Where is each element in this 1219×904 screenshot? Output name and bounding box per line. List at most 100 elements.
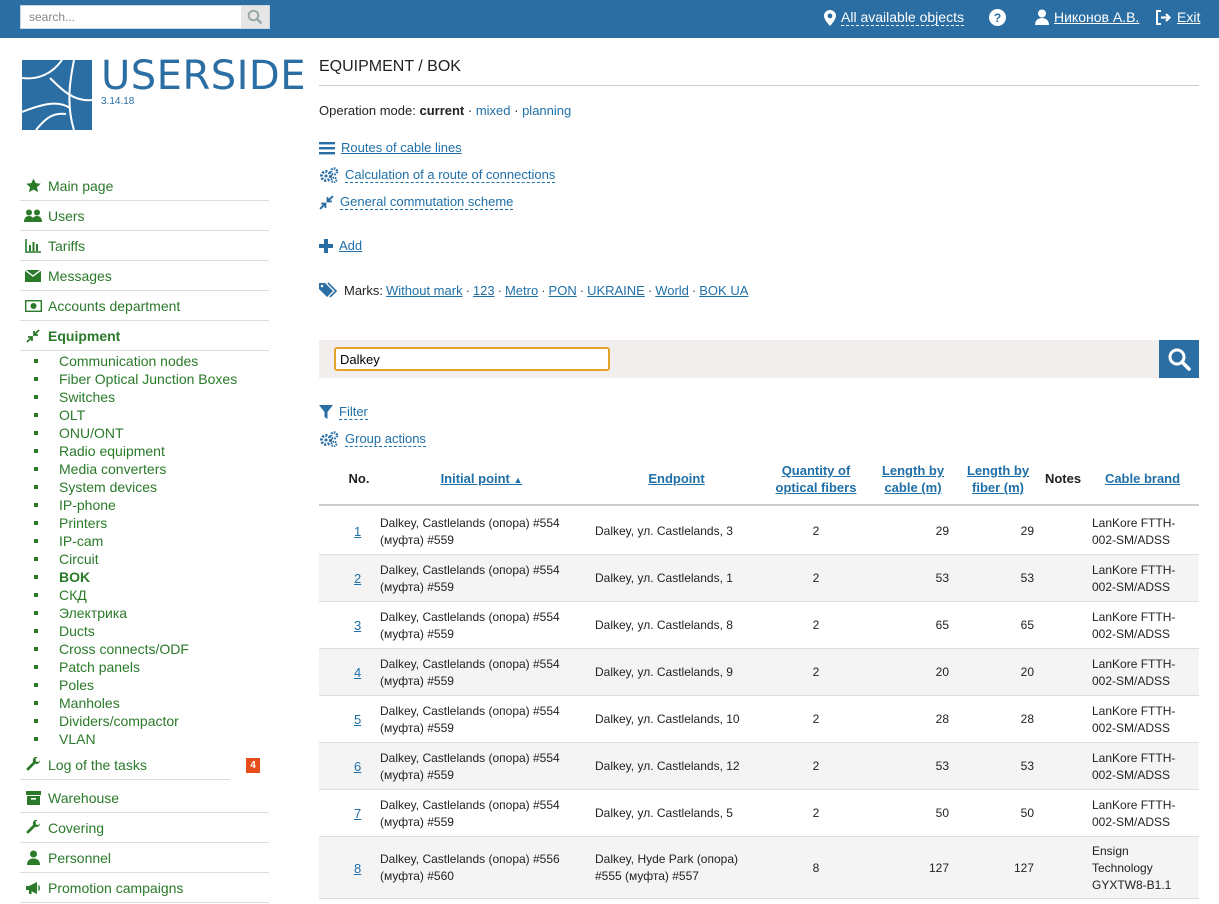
global-search-button[interactable] [241,6,269,28]
sidebar-subitem[interactable]: Электрика [34,604,127,622]
row-number-link[interactable]: 4 [354,665,362,680]
col-initial-point[interactable]: Initial point ▲ [419,470,544,489]
bullet-icon [34,521,38,525]
search-input[interactable] [334,347,610,371]
mark-123[interactable]: 123 [472,282,495,298]
sidebar-item-equipment[interactable]: Equipment [20,321,269,351]
commutation-scheme-link[interactable]: General commutation scheme [319,194,514,210]
row-number-link[interactable]: 2 [354,571,362,586]
compress-arrows-icon [26,328,40,343]
page-title: EQUIPMENT / BOK [319,58,461,75]
sidebar-item-users[interactable]: Users [20,201,269,231]
endpoint: Dalkey, ул. Castlelands, 12 [595,759,740,773]
bullet-icon [34,683,38,687]
sidebar-item-tariffs[interactable]: Tariffs [20,231,269,261]
exit-link[interactable]: Exit [1155,9,1200,25]
sidebar-subitem[interactable]: Media converters [34,460,166,478]
col-cable-brand[interactable]: Cable brand [1104,471,1181,486]
mark-world[interactable]: World [655,282,689,298]
col-length-fiber[interactable]: Length by fiber (m) [966,463,1030,495]
global-search-input[interactable] [21,6,243,28]
row-number-link[interactable]: 8 [354,860,362,876]
row-number-link[interactable]: 1 [354,524,362,539]
sidebar-item-main-page[interactable]: Main page [20,171,269,201]
optical-fibers: 2 [812,665,820,679]
add-link[interactable]: Add [319,238,362,253]
opmode-planning-link[interactable]: planning [522,103,572,118]
objects-link[interactable]: All available objects [824,9,964,26]
sidebar-subitem[interactable]: IP-phone [34,496,116,514]
sidebar-item-covering[interactable]: Covering [20,813,269,843]
length-fiber: 50 [1020,806,1034,820]
mark-pon[interactable]: PON [548,282,577,298]
sidebar-subitem[interactable]: Ducts [34,622,95,640]
sidebar-item-personnel[interactable]: Personnel [20,843,269,873]
col-length-cable[interactable]: Length by cable (m) [881,463,945,495]
group-actions-link[interactable]: Group actions [319,431,426,447]
sidebar-subitem[interactable]: Communication nodes [34,352,198,370]
subitem-label: Printers [59,515,108,531]
brand-version: 3.14.18 [101,96,135,107]
subitem-label: Электрика [59,605,128,621]
user-link[interactable]: Никонов А.В. [1035,9,1139,25]
sidebar-subitem[interactable]: IP-cam [34,532,103,550]
sidebar-subitem[interactable]: Manholes [34,694,120,712]
routes-link[interactable]: Routes of cable lines [319,140,462,155]
mark-ukraine[interactable]: UKRAINE [587,282,645,298]
sidebar-subitem[interactable]: СКД [34,586,87,604]
commutation-scheme-label: General commutation scheme [340,194,514,210]
sidebar-subitem[interactable]: Circuit [34,550,99,568]
initial-point: Dalkey, Castlelands (опора) #554 (муфта)… [380,797,560,829]
mark-metro[interactable]: Metro [504,282,539,298]
mark-without-mark[interactable]: Without mark [386,282,463,298]
help-button[interactable]: ? [989,9,1006,26]
bullet-icon [34,467,38,471]
marks-filter: Marks: Without mark · 123 · Metro · PON · UK… [319,282,748,298]
sidebar-item-tasks-log[interactable]: Log of the tasks [20,750,230,780]
question-circle-icon: ? [989,9,1006,26]
sidebar-subitem[interactable]: VLAN [34,730,96,748]
sidebar-subitem[interactable]: Patch panels [34,658,140,676]
opmode-mixed-link[interactable]: mixed [475,103,511,118]
filter-link[interactable]: Filter [319,404,368,420]
length-fiber: 53 [1020,759,1034,773]
sidebar-subitem[interactable]: OLT [34,406,85,424]
search-button[interactable] [1159,340,1199,378]
sidebar-subitem[interactable]: Dividers/compactor [34,712,179,730]
table-row: 4 Dalkey, Castlelands (опора) #554 (муфта… [319,649,1199,696]
row-number-link[interactable]: 5 [354,712,362,727]
mark-bok-ua[interactable]: BOK UA [699,282,749,298]
subitem-label: Poles [59,677,95,693]
sidebar-subitem[interactable]: Radio equipment [34,442,165,460]
row-number-link[interactable]: 7 [354,806,362,821]
row-number-link[interactable]: 3 [354,618,362,633]
sidebar-item-warehouse[interactable]: Warehouse [20,783,269,813]
optical-fibers: 2 [812,571,820,585]
sidebar-subitem[interactable]: Fiber Optical Junction Boxes [34,370,237,388]
col-endpoint[interactable]: Endpoint [648,471,705,486]
endpoint: Dalkey, ул. Castlelands, 1 [595,571,733,585]
sidebar-subitem[interactable]: System devices [34,478,157,496]
sidebar-subitem[interactable]: Switches [34,388,115,406]
bullet-icon [34,377,38,381]
global-search [20,5,270,29]
sidebar-subitem[interactable]: Poles [34,676,94,694]
sort-asc-icon: ▲ [513,475,523,485]
length-cable: 50 [935,806,949,820]
sidebar-item-messages[interactable]: Messages [20,261,269,291]
logo[interactable] [22,60,92,130]
sidebar-item-label: Warehouse [48,789,120,806]
sidebar-subitem[interactable]: Cross connects/ODF [34,640,189,658]
star-icon [25,178,41,193]
sidebar-item-accounts[interactable]: Accounts department [20,291,269,321]
bullet-icon [34,647,38,651]
bullet-icon [34,395,38,399]
sidebar-subitem[interactable]: ONU/ONT [34,424,124,442]
sidebar-subitem[interactable]: BOK [34,568,90,586]
wrench-icon [26,757,40,771]
sidebar-item-promotion[interactable]: Promotion campaigns [20,873,269,903]
row-number-link[interactable]: 6 [354,759,362,774]
col-optical-fibers[interactable]: Quantity of optical fibers [775,463,857,495]
calc-route-link[interactable]: Calculation of a route of connections [319,167,556,183]
sidebar-subitem[interactable]: Printers [34,514,107,532]
